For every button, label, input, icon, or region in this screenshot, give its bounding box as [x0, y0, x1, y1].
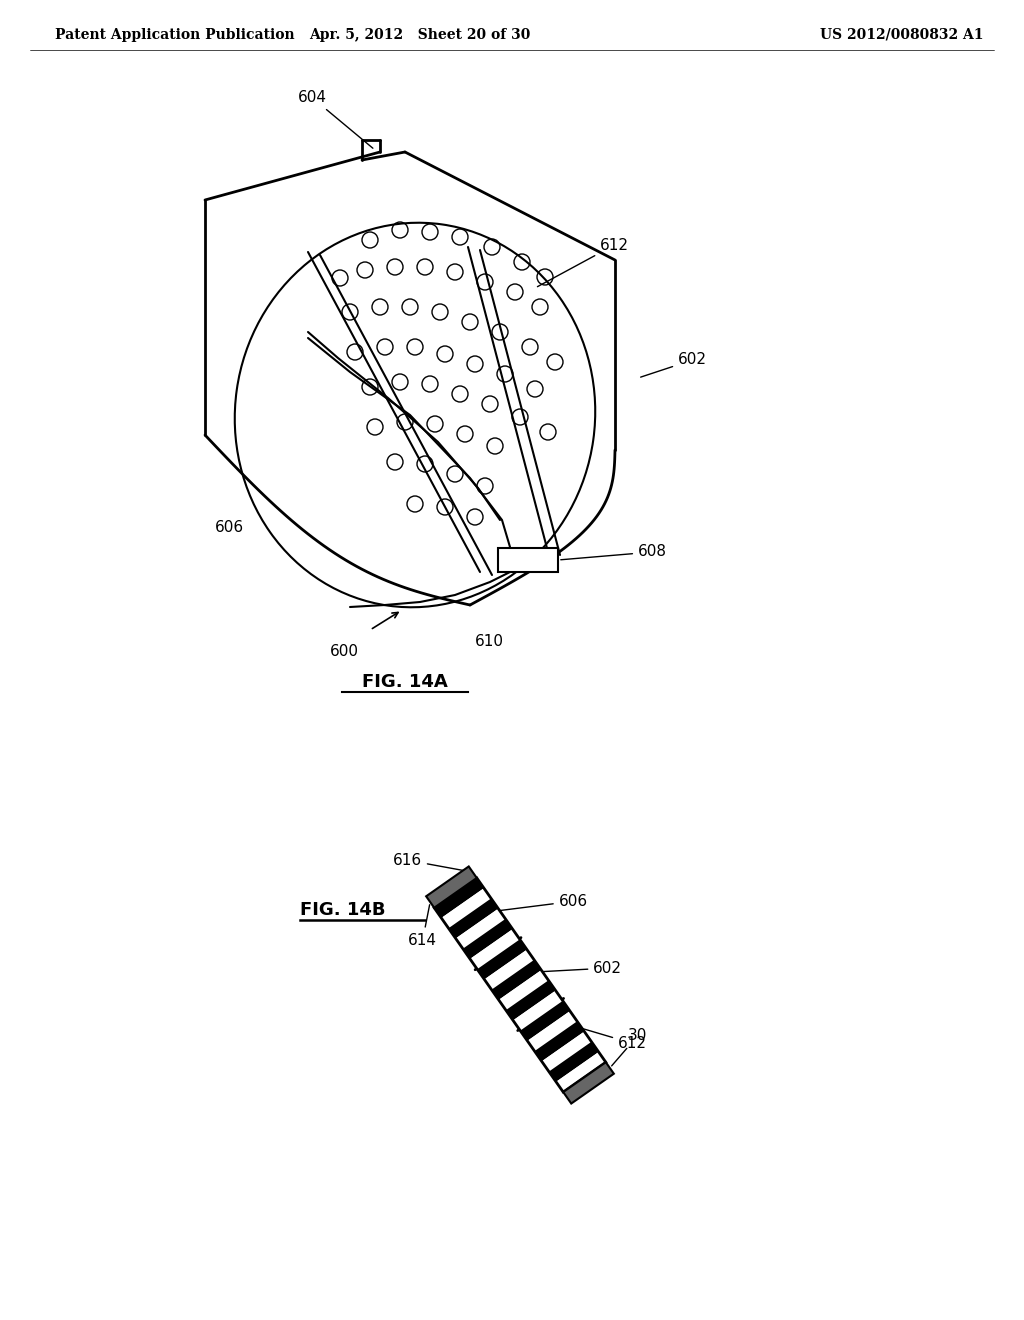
Polygon shape: [563, 1063, 613, 1104]
Text: 600: 600: [330, 644, 359, 660]
Polygon shape: [535, 1022, 585, 1061]
Text: 604: 604: [298, 90, 373, 148]
Polygon shape: [484, 949, 535, 990]
Text: 602: 602: [542, 961, 623, 975]
Text: 606: 606: [215, 520, 244, 536]
Polygon shape: [477, 940, 527, 979]
Polygon shape: [434, 878, 484, 917]
Polygon shape: [470, 929, 520, 969]
Polygon shape: [426, 866, 477, 908]
Bar: [498, 548, 558, 572]
Polygon shape: [527, 1011, 578, 1051]
Text: Patent Application Publication: Patent Application Publication: [55, 28, 295, 42]
Polygon shape: [513, 990, 563, 1031]
Text: 610: 610: [475, 635, 504, 649]
Text: Apr. 5, 2012   Sheet 20 of 30: Apr. 5, 2012 Sheet 20 of 30: [309, 28, 530, 42]
Text: 616: 616: [393, 853, 470, 871]
Polygon shape: [449, 899, 499, 939]
Text: 606: 606: [499, 894, 588, 911]
Polygon shape: [542, 1031, 592, 1072]
Text: 608: 608: [561, 544, 667, 560]
Text: 612: 612: [538, 238, 629, 286]
Polygon shape: [456, 908, 506, 949]
Text: 30: 30: [611, 1028, 647, 1065]
Polygon shape: [549, 1041, 599, 1082]
Polygon shape: [434, 878, 606, 1092]
Text: FIG. 14B: FIG. 14B: [300, 902, 385, 919]
Polygon shape: [506, 981, 556, 1020]
Text: 612: 612: [581, 1028, 647, 1051]
Text: FIG. 14A: FIG. 14A: [362, 673, 447, 690]
Text: 614: 614: [409, 904, 437, 948]
Text: 602: 602: [641, 352, 707, 378]
Polygon shape: [556, 1052, 606, 1092]
Polygon shape: [499, 970, 549, 1010]
Polygon shape: [463, 919, 513, 958]
Text: US 2012/0080832 A1: US 2012/0080832 A1: [820, 28, 983, 42]
Polygon shape: [520, 1001, 570, 1041]
Polygon shape: [492, 960, 542, 1001]
Polygon shape: [441, 888, 492, 928]
